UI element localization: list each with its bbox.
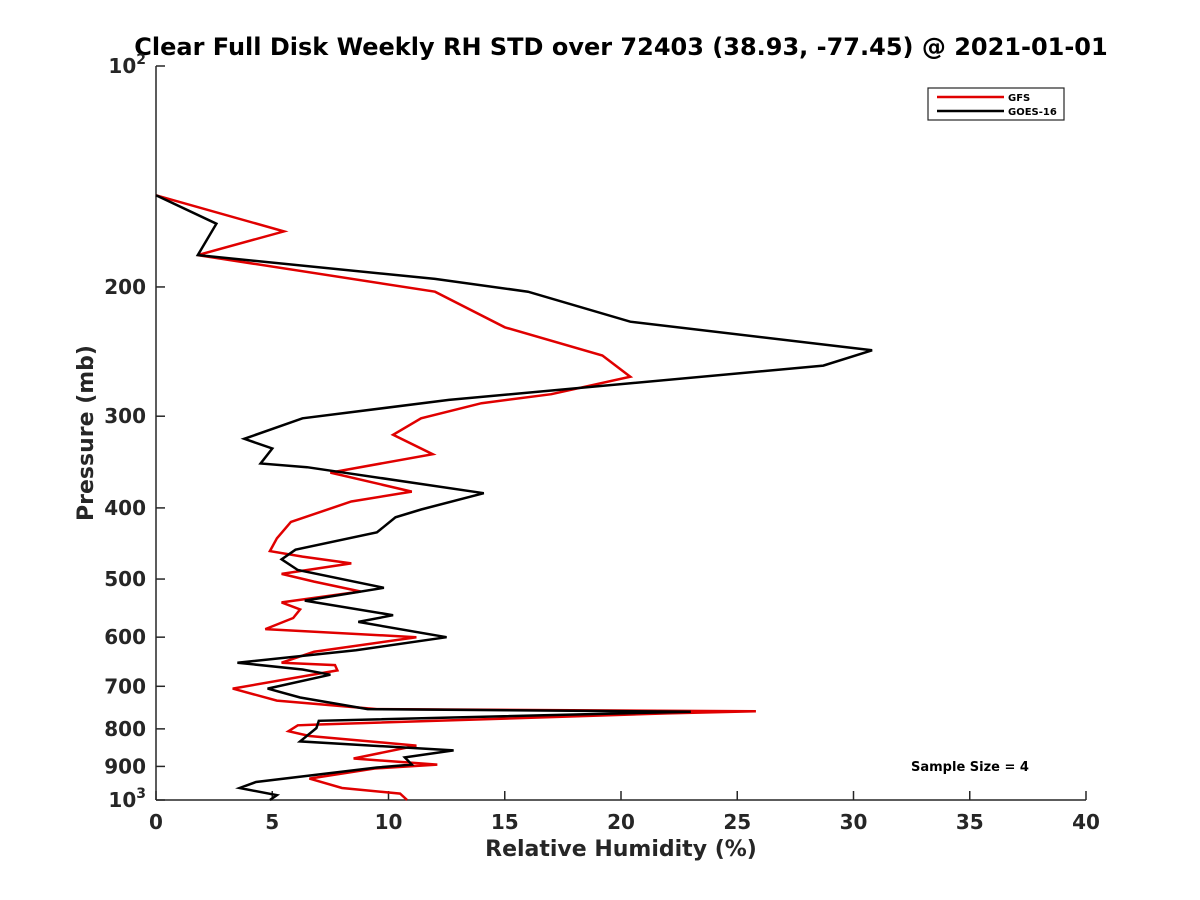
x-tick-label: 25	[723, 810, 751, 834]
x-tick-label: 15	[491, 810, 519, 834]
y-tick-label: 800	[104, 717, 146, 741]
y-tick-label: 500	[104, 567, 146, 591]
legend-label: GFS	[1008, 93, 1030, 104]
y-tick-label: 600	[104, 625, 146, 649]
x-tick-label: 0	[149, 810, 163, 834]
x-tick-label: 20	[607, 810, 635, 834]
x-axis-label: Relative Humidity (%)	[485, 837, 757, 862]
x-tick-label: 10	[375, 810, 403, 834]
y-tick-label: 900	[104, 754, 146, 778]
y-tick-label: 300	[104, 404, 146, 428]
legend: GFS GOES-16	[927, 87, 1065, 121]
x-tick-label: 35	[956, 810, 984, 834]
y-tick-label: 200	[104, 275, 146, 299]
series-line-goes-16	[155, 194, 873, 802]
y-tick-label: 103	[108, 786, 146, 812]
x-tick-label: 30	[840, 810, 868, 834]
y-tick-label: 700	[104, 674, 146, 698]
chart-title: Clear Full Disk Weekly RH STD over 72403…	[134, 33, 1107, 61]
y-tick-label: 400	[104, 496, 146, 520]
y-axis-ticks: 102 200 300 400 500 600 700 800 900 103	[104, 52, 165, 812]
x-tick-label: 40	[1072, 810, 1100, 834]
series-line-gfs	[155, 194, 756, 801]
legend-label: GOES-16	[1008, 107, 1057, 118]
y-axis-label: Pressure (mb)	[74, 345, 99, 521]
x-axis-ticks: 0 5 10 15 20 25 30 35 40	[149, 791, 1100, 834]
series-lines	[155, 194, 873, 802]
x-tick-label: 5	[265, 810, 279, 834]
y-tick-label: 102	[108, 52, 146, 78]
sample-size-annotation: Sample Size = 4	[911, 760, 1029, 775]
legend-box	[927, 87, 1065, 121]
